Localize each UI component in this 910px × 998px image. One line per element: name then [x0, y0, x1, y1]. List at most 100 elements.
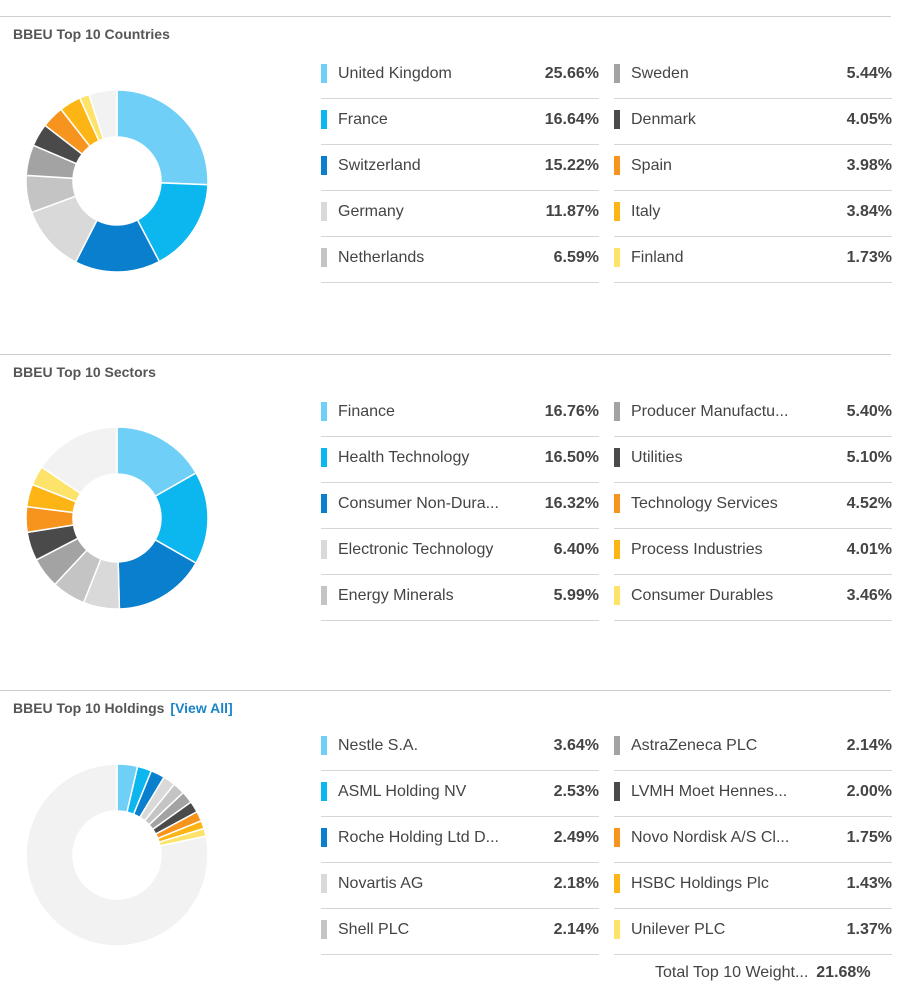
- legend-swatch: [321, 248, 327, 267]
- legend-item: Switzerland 15.22%: [321, 145, 599, 191]
- legend-value: 1.73%: [846, 249, 892, 266]
- legend-item: Nestle S.A. 3.64%: [321, 725, 599, 771]
- legend-swatch: [321, 782, 327, 801]
- legend-value: 16.32%: [544, 495, 599, 512]
- legend-swatch: [321, 110, 327, 129]
- legend-value: 4.05%: [846, 111, 892, 128]
- legend-label: Spain: [631, 157, 672, 174]
- legend-swatch: [614, 202, 620, 221]
- legend-value: 5.40%: [846, 403, 892, 420]
- legend-value: 5.44%: [846, 65, 892, 82]
- legend-value: 2.49%: [553, 829, 599, 846]
- legend-label: Finland: [631, 249, 684, 266]
- legend-item: Health Technology 16.50%: [321, 437, 599, 483]
- legend-label: Utilities: [631, 449, 683, 466]
- countries-legend-left: United Kingdom 25.66% France 16.64% Switzerl…: [321, 53, 599, 283]
- legend-value: 3.64%: [553, 737, 599, 754]
- legend-item: Utilities 5.10%: [614, 437, 892, 483]
- legend-item: Roche Holding Ltd D... 2.49%: [321, 817, 599, 863]
- legend-label: Denmark: [631, 111, 696, 128]
- section-title: BBEU Top 10 Countries: [13, 26, 170, 42]
- legend-value: 2.53%: [553, 783, 599, 800]
- legend-item: Novartis AG 2.18%: [321, 863, 599, 909]
- section-divider: [0, 354, 891, 355]
- legend-item: Finance 16.76%: [321, 391, 599, 437]
- countries-section: BBEU Top 10 Countries United Kingdom 25.6…: [0, 16, 910, 316]
- sectors-section: BBEU Top 10 Sectors Finance 16.76% Health …: [0, 354, 910, 654]
- legend-item: Process Industries 4.01%: [614, 529, 892, 575]
- section-divider: [0, 690, 891, 691]
- legend-item: HSBC Holdings Plc 1.43%: [614, 863, 892, 909]
- legend-swatch: [614, 110, 620, 129]
- legend-label: United Kingdom: [338, 65, 452, 82]
- legend-value: 6.40%: [553, 541, 599, 558]
- legend-label: Electronic Technology: [338, 541, 494, 558]
- legend-item: Spain 3.98%: [614, 145, 892, 191]
- legend-value: 1.43%: [846, 875, 892, 892]
- legend-swatch: [614, 402, 620, 421]
- legend-item: Italy 3.84%: [614, 191, 892, 237]
- legend-value: 2.18%: [553, 875, 599, 892]
- legend-value: 5.10%: [846, 449, 892, 466]
- legend-swatch: [321, 448, 327, 467]
- sectors-title: BBEU Top 10 Sectors: [13, 364, 156, 380]
- legend-swatch: [614, 248, 620, 267]
- legend-swatch: [321, 540, 327, 559]
- legend-item: France 16.64%: [321, 99, 599, 145]
- donut-slice: [116, 89, 209, 186]
- legend-swatch: [321, 828, 327, 847]
- legend-swatch: [614, 540, 620, 559]
- legend-item: Energy Minerals 5.99%: [321, 575, 599, 621]
- legend-swatch: [614, 828, 620, 847]
- donut-slice-other: [40, 426, 118, 495]
- legend-item: Electronic Technology 6.40%: [321, 529, 599, 575]
- legend-value: 1.37%: [846, 921, 892, 938]
- holdings-donut-chart: [25, 763, 209, 947]
- legend-label: Germany: [338, 203, 404, 220]
- legend-value: 25.66%: [544, 65, 599, 82]
- legend-item: Finland 1.73%: [614, 237, 892, 283]
- legend-swatch: [321, 586, 327, 605]
- legend-item: Denmark 4.05%: [614, 99, 892, 145]
- legend-item: Germany 11.87%: [321, 191, 599, 237]
- legend-item: Netherlands 6.59%: [321, 237, 599, 283]
- legend-item: ASML Holding NV 2.53%: [321, 771, 599, 817]
- legend-label: Nestle S.A.: [338, 737, 419, 754]
- legend-swatch: [614, 920, 620, 939]
- legend-value: 3.84%: [846, 203, 892, 220]
- legend-label: Consumer Non-Dura...: [338, 495, 499, 512]
- holdings-legend-right: AstraZeneca PLC 2.14% LVMH Moet Hennes... 2…: [614, 725, 892, 955]
- legend-item: Producer Manufactu... 5.40%: [614, 391, 892, 437]
- legend-value: 1.75%: [846, 829, 892, 846]
- legend-item: Technology Services 4.52%: [614, 483, 892, 529]
- legend-label: Finance: [338, 403, 395, 420]
- legend-value: 3.46%: [846, 587, 892, 604]
- legend-item: Consumer Non-Dura... 16.32%: [321, 483, 599, 529]
- legend-value: 2.14%: [846, 737, 892, 754]
- view-all-link[interactable]: [View All]: [170, 700, 233, 716]
- legend-item: Novo Nordisk A/S Cl... 1.75%: [614, 817, 892, 863]
- legend-label: Roche Holding Ltd D...: [338, 829, 499, 846]
- section-title: BBEU Top 10 Holdings [View All]: [13, 700, 233, 716]
- legend-swatch: [321, 156, 327, 175]
- legend-label: LVMH Moet Hennes...: [631, 783, 788, 800]
- legend-value: 16.76%: [544, 403, 599, 420]
- legend-label: Shell PLC: [338, 921, 410, 938]
- legend-swatch: [321, 64, 327, 83]
- legend-swatch: [614, 782, 620, 801]
- legend-value: 16.64%: [544, 111, 599, 128]
- legend-swatch: [614, 874, 620, 893]
- legend-swatch: [614, 156, 620, 175]
- legend-label: Novo Nordisk A/S Cl...: [631, 829, 790, 846]
- legend-swatch: [614, 494, 620, 513]
- section-title: BBEU Top 10 Sectors: [13, 364, 156, 380]
- legend-value: 6.59%: [553, 249, 599, 266]
- legend-swatch: [614, 448, 620, 467]
- legend-value: 3.98%: [846, 157, 892, 174]
- holdings-title: BBEU Top 10 Holdings: [13, 700, 165, 716]
- total-value: 21.68%: [816, 964, 871, 981]
- legend-label: Technology Services: [631, 495, 778, 512]
- legend-item: United Kingdom 25.66%: [321, 53, 599, 99]
- legend-value: 11.87%: [545, 203, 599, 220]
- legend-swatch: [321, 874, 327, 893]
